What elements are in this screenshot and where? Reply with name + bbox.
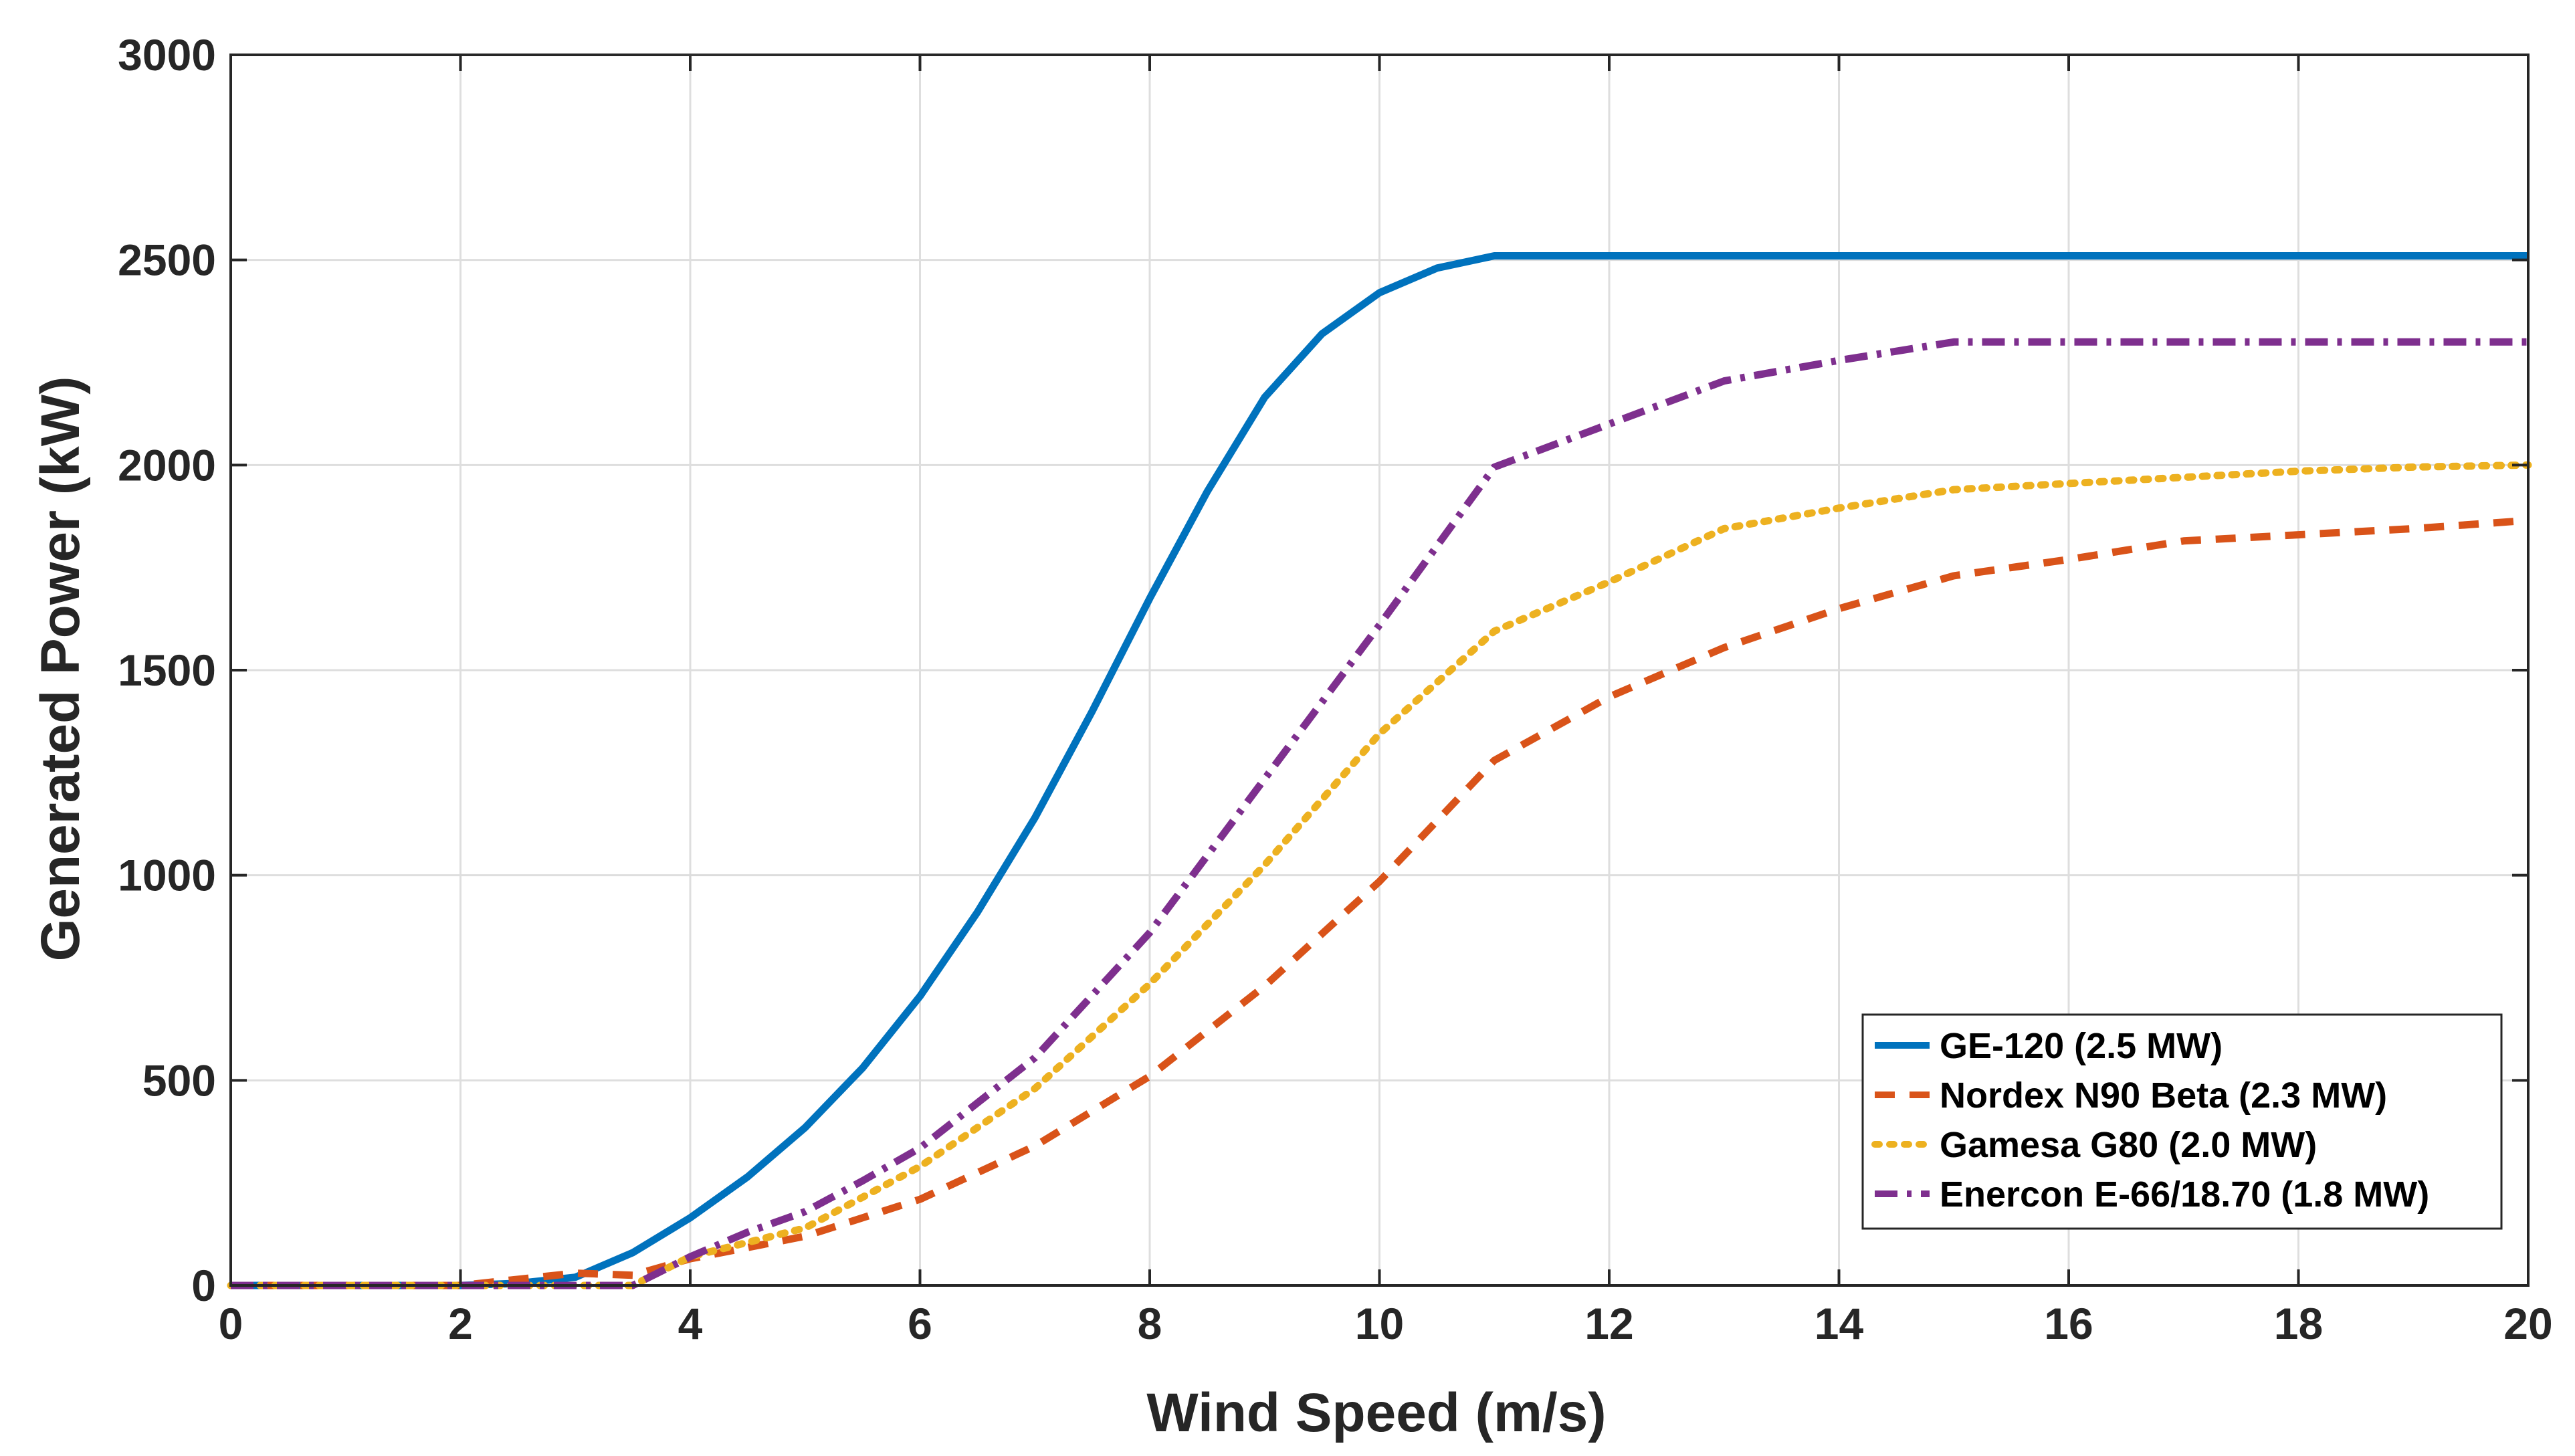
legend-box bbox=[1861, 1013, 2503, 1230]
series-line-4 bbox=[231, 338, 2528, 1289]
x-tick-label: 0 bbox=[219, 1299, 243, 1348]
x-axis-ticks: 0 2 4 6 8 10 12 14 16 18 20 bbox=[219, 55, 2553, 1348]
x-tick-label: 12 bbox=[1584, 1299, 1633, 1348]
x-tick-label: 2 bbox=[448, 1299, 473, 1348]
x-tick-label: 18 bbox=[2274, 1299, 2323, 1348]
legend: GE-120 (2.5 MW) Nordex N90 Beta (2.3 MW) G… bbox=[1861, 1013, 2503, 1230]
y-tick-label: 0 bbox=[191, 1261, 216, 1310]
series-line-3 bbox=[227, 461, 2532, 1289]
x-tick-label: 16 bbox=[2044, 1299, 2093, 1348]
x-tick-label: 14 bbox=[1815, 1299, 1864, 1348]
x-tick-label: 8 bbox=[1138, 1299, 1162, 1348]
series-lines bbox=[227, 252, 2532, 1289]
y-tick-label: 1500 bbox=[118, 645, 216, 695]
x-tick-label: 4 bbox=[678, 1299, 703, 1348]
x-axis-title: Wind Speed (m/s) bbox=[1146, 1382, 1606, 1443]
series-line-2 bbox=[231, 516, 2529, 1289]
y-tick-label: 2000 bbox=[118, 440, 216, 490]
legend-label: GE-120 (2.5 MW) bbox=[1940, 1026, 2223, 1066]
x-tick-label: 6 bbox=[908, 1299, 932, 1348]
y-axis-title: Generated Power (kW) bbox=[30, 377, 91, 962]
x-tick-label: 10 bbox=[1355, 1299, 1404, 1348]
y-axis-ticks: 0 500 1000 1500 2000 2500 3000 bbox=[118, 30, 2528, 1310]
series-line-1 bbox=[231, 252, 2528, 1289]
y-tick-label: 1000 bbox=[118, 851, 216, 900]
legend-label: Enercon E-66/18.70 (1.8 MW) bbox=[1940, 1174, 2429, 1215]
legend-label: Gamesa G80 (2.0 MW) bbox=[1940, 1125, 2317, 1165]
y-tick-label: 500 bbox=[142, 1055, 216, 1105]
x-tick-label: 20 bbox=[2503, 1299, 2552, 1348]
y-tick-label: 2500 bbox=[118, 235, 216, 285]
y-tick-label: 3000 bbox=[118, 30, 216, 80]
legend-label: Nordex N90 Beta (2.3 MW) bbox=[1940, 1075, 2387, 1116]
